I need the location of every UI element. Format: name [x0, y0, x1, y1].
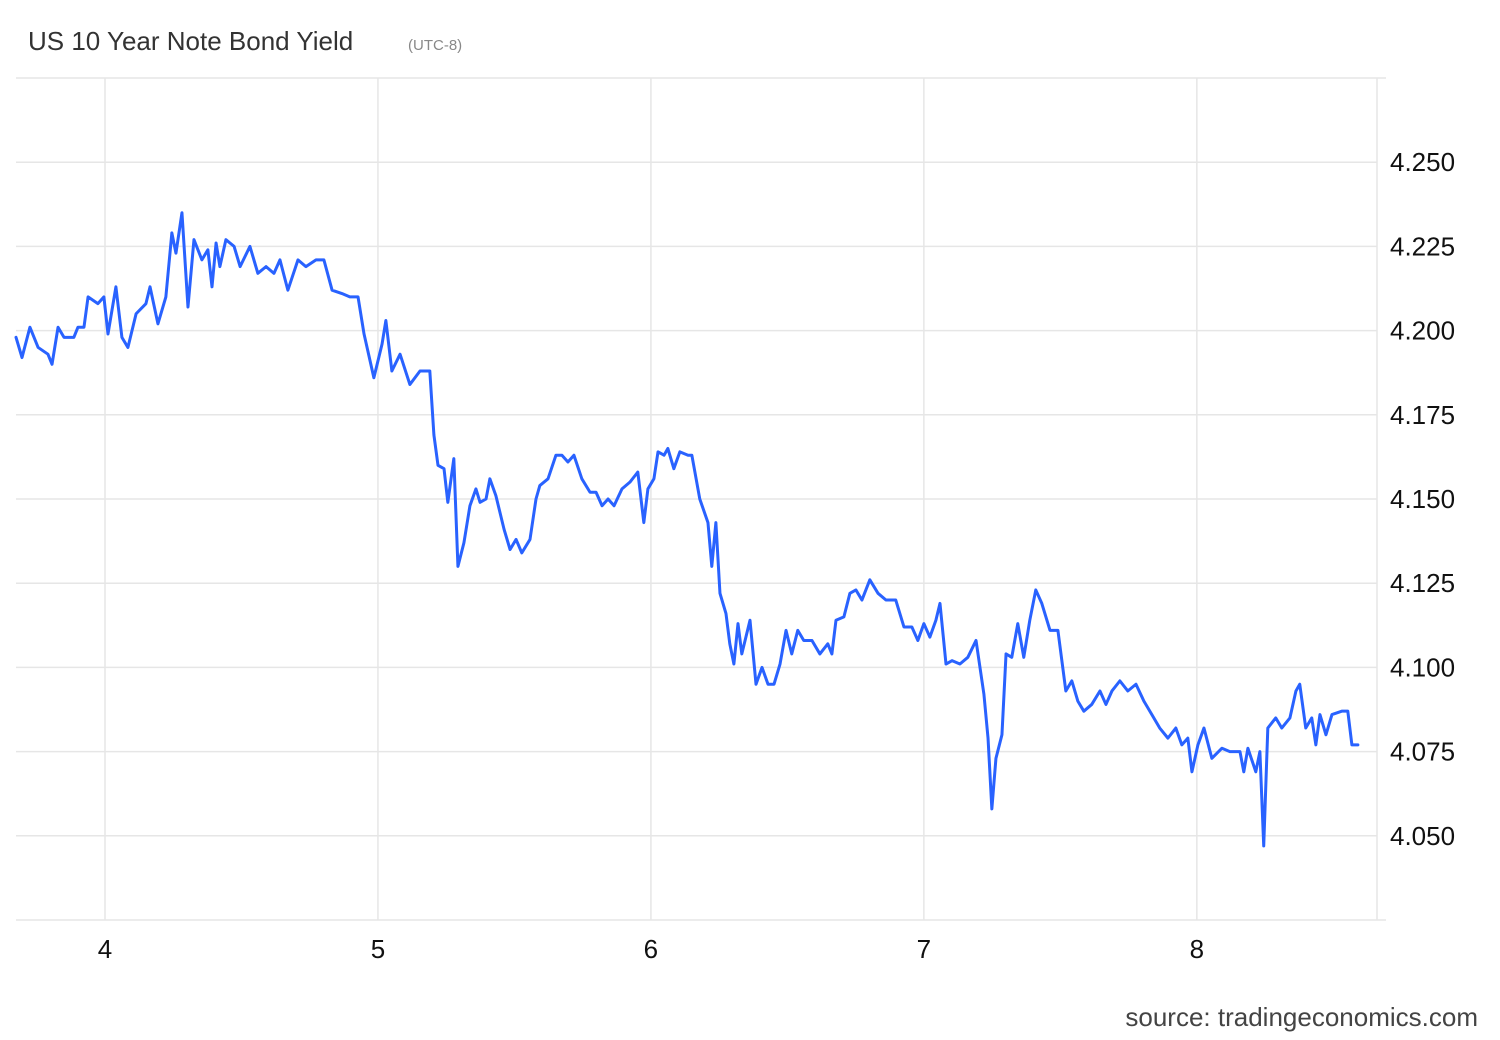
- y-tick-label: 4.250: [1390, 147, 1455, 177]
- y-tick-label: 4.100: [1390, 652, 1455, 682]
- chart-title: US 10 Year Note Bond Yield: [28, 26, 353, 56]
- y-tick-label: 4.225: [1390, 231, 1455, 261]
- y-tick-label: 4.125: [1390, 568, 1455, 598]
- data-line: [14, 211, 1360, 848]
- x-tick-label: 7: [917, 934, 931, 964]
- x-tick-label: 8: [1190, 934, 1204, 964]
- x-tick-label: 6: [644, 934, 658, 964]
- x-tick-label: 5: [371, 934, 385, 964]
- y-tick-label: 4.175: [1390, 400, 1455, 430]
- y-tick-label: 4.050: [1390, 821, 1455, 851]
- chart-subtitle: (UTC-8): [408, 37, 462, 54]
- x-tick-label: 4: [98, 934, 112, 964]
- y-tick-label: 4.150: [1390, 484, 1455, 514]
- y-tick-label: 4.200: [1390, 316, 1455, 346]
- y-tick-label: 4.075: [1390, 737, 1455, 767]
- grid: [16, 78, 1377, 920]
- source-note: source: tradingeconomics.com: [1125, 1002, 1478, 1032]
